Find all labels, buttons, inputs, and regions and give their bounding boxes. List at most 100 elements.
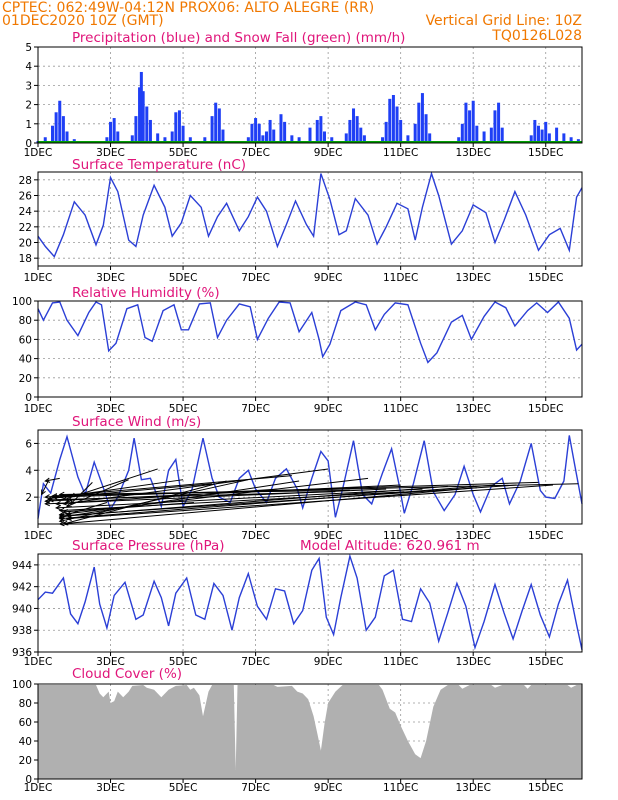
precip-bar <box>428 133 432 143</box>
precip-bar <box>489 127 493 143</box>
precip-bar <box>555 127 559 143</box>
y-tick-label: 40 <box>19 354 32 366</box>
precip-bar <box>297 137 301 143</box>
precip-bar <box>290 135 294 143</box>
precip-bar <box>315 119 319 143</box>
header-grid-line: Vertical Grid Line: 10Z <box>426 13 582 29</box>
panel-subtitle: Model Altitude: 620.961 m <box>300 538 480 554</box>
precip-bar <box>319 116 323 143</box>
y-tick-label: 3 <box>25 80 32 92</box>
y-tick-label: 4 <box>25 61 32 73</box>
precip-bar <box>43 137 47 143</box>
y-tick-label: 60 <box>19 334 32 346</box>
plot-frame <box>37 683 583 780</box>
precip-bar <box>65 131 69 143</box>
precip-bar <box>497 102 501 143</box>
precip-bar <box>529 135 533 143</box>
x-tick-label: 11DEC <box>383 782 418 794</box>
precip-bar <box>406 135 410 143</box>
precip-bar <box>203 137 207 143</box>
x-tick-label: 11DEC <box>383 656 418 668</box>
x-tick-label: 15DEC <box>528 272 563 284</box>
precip-bar <box>475 125 479 143</box>
x-tick-label: 13DEC <box>455 403 490 415</box>
precip-bar <box>264 131 268 143</box>
x-tick-label: 9DEC <box>314 272 343 284</box>
plot-frame <box>37 553 583 653</box>
precip-bar <box>533 119 537 143</box>
humidity-panel: 0 20 40 60 80 100 1DEC 3DEC 5DEC 7DEC 9DEC 11DEC 13D… <box>12 285 583 415</box>
x-tick-label: 13DEC <box>455 530 490 542</box>
x-tick-label: 7DEC <box>241 782 270 794</box>
x-tick-label: 3DEC <box>96 530 125 542</box>
precip-bar <box>536 125 540 143</box>
precip-bar <box>145 106 149 143</box>
precip-bar <box>138 87 142 143</box>
x-tick-label: 5DEC <box>169 147 198 159</box>
y-tick-label: 20 <box>19 238 32 250</box>
precip-bar <box>181 125 185 143</box>
precip-bar <box>562 133 566 143</box>
y-tick-label: 20 <box>19 755 32 767</box>
x-tick-label: 9DEC <box>314 782 343 794</box>
x-tick-label: 11DEC <box>383 147 418 159</box>
precip-bar <box>544 121 548 143</box>
panel-title: Cloud Cover (%) <box>72 666 182 682</box>
precip-bar <box>283 121 287 143</box>
x-tick-label: 9DEC <box>314 403 343 415</box>
precip-bar <box>424 114 428 143</box>
precip-bar <box>261 135 265 143</box>
precip-bar <box>141 91 145 143</box>
precip-bar <box>330 137 334 143</box>
panel-title: Surface Wind (m/s) <box>72 414 201 430</box>
precip-bar <box>134 116 138 143</box>
panel-title: Surface Pressure (hPa) <box>72 538 225 554</box>
y-tick-label: 940 <box>12 603 32 615</box>
x-tick-label: 3DEC <box>96 656 125 668</box>
precip-bar <box>391 95 395 143</box>
x-tick-label: 13DEC <box>455 656 490 668</box>
x-tick-label: 7DEC <box>241 272 270 284</box>
precip-bar <box>105 137 109 143</box>
precip-bar <box>355 116 359 143</box>
temp-line <box>37 171 583 258</box>
y-tick-label: 28 <box>19 175 32 187</box>
precip-bar <box>493 110 497 143</box>
y-tick-label: 20 <box>19 373 32 385</box>
precipitation-panel: 0 1 2 3 4 5 1DEC 3DEC 5DEC 7DEC 9DEC 11DEC 13DEC 15DE… <box>24 30 583 159</box>
x-tick-label: 7DEC <box>241 656 270 668</box>
precip-bar <box>272 129 276 143</box>
precip-bar <box>569 137 573 143</box>
y-tick-label: 60 <box>19 717 32 729</box>
precip-bar <box>116 131 120 143</box>
pres-line <box>37 553 583 651</box>
wind-panel: 2 4 6 1DEC 3DEC 5DEC 7DEC 9DEC 11DEC 13DEC 15DEC Su… <box>24 414 583 542</box>
precip-bar <box>352 108 356 143</box>
x-tick-label: 7DEC <box>241 147 270 159</box>
x-tick-label: 7DEC <box>241 530 270 542</box>
x-tick-label: 9DEC <box>314 147 343 159</box>
y-tick-label: 0 <box>25 774 32 786</box>
wind-arrow <box>58 484 517 519</box>
precip-bar <box>308 127 312 143</box>
y-tick-label: 2 <box>25 100 32 112</box>
precip-bar <box>384 121 388 143</box>
x-tick-label: 5DEC <box>169 782 198 794</box>
x-tick-label: 15DEC <box>528 656 563 668</box>
precip-bar <box>148 119 152 143</box>
y-tick-label: 40 <box>19 736 32 748</box>
precip-bar <box>214 102 218 143</box>
y-tick-label: 100 <box>12 296 32 308</box>
y-tick-label: 944 <box>12 560 32 572</box>
precip-bar <box>413 123 417 143</box>
plot-frame <box>37 171 583 267</box>
precip-bar <box>348 119 352 143</box>
y-tick-label: 942 <box>12 582 32 594</box>
precip-bar <box>460 123 464 143</box>
wind-arrow <box>51 483 579 499</box>
header-init-time: 01DEC2020 10Z (GMT) <box>2 13 164 29</box>
x-tick-label: 15DEC <box>528 147 563 159</box>
y-tick-label: 26 <box>19 191 33 203</box>
precip-bar <box>174 112 178 143</box>
y-tick-label: 0 <box>25 138 32 150</box>
